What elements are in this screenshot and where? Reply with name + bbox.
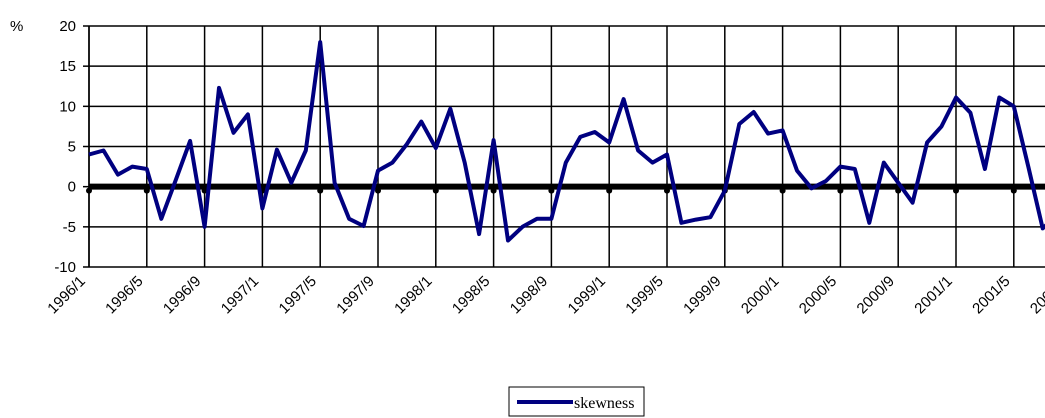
y-tick-label: 0 (68, 179, 76, 196)
legend-label: skewness (574, 395, 634, 412)
x-tick-label: 1997/1 (218, 273, 262, 317)
grid (88, 25, 1045, 268)
y-tick-label: -5 (63, 219, 76, 236)
axes (83, 25, 1045, 268)
x-tick-label: 1997/5 (276, 273, 320, 317)
x-tick-label: 1999/5 (622, 273, 666, 317)
y-tick-label: 10 (59, 98, 76, 115)
x-tick-label: 1998/1 (391, 273, 435, 317)
x-tick-label: 2001/5 (969, 273, 1013, 317)
y-tick-label: -10 (54, 259, 76, 276)
x-tick-label: 1996/9 (160, 273, 204, 317)
x-tick-label: 2000/1 (738, 273, 782, 317)
x-tick-label: 1996/1 (44, 273, 88, 317)
x-tick-label: 2001/1 (911, 273, 955, 317)
x-tick-label: 1996/5 (102, 273, 146, 317)
x-tick-label: 2000/9 (854, 273, 898, 317)
y-tick-label: 5 (68, 139, 76, 156)
x-tick-label: 1997/9 (333, 273, 377, 317)
y-tick-label: 20 (59, 18, 76, 35)
y-unit-label: % (10, 18, 23, 35)
x-tick-label: 2000/5 (796, 273, 840, 317)
x-tick-label: 1998/9 (507, 273, 551, 317)
series-layer (88, 40, 1045, 243)
x-tick-label: 2001/9 (1027, 273, 1045, 317)
legend: skewness (508, 386, 645, 417)
x-tick-label: 1998/5 (449, 273, 493, 317)
series-line-skewness (88, 40, 1045, 243)
y-tick-label: 15 (59, 58, 76, 75)
x-tick-label: 1999/1 (565, 273, 609, 317)
x-tick-label: 1999/9 (680, 273, 724, 317)
